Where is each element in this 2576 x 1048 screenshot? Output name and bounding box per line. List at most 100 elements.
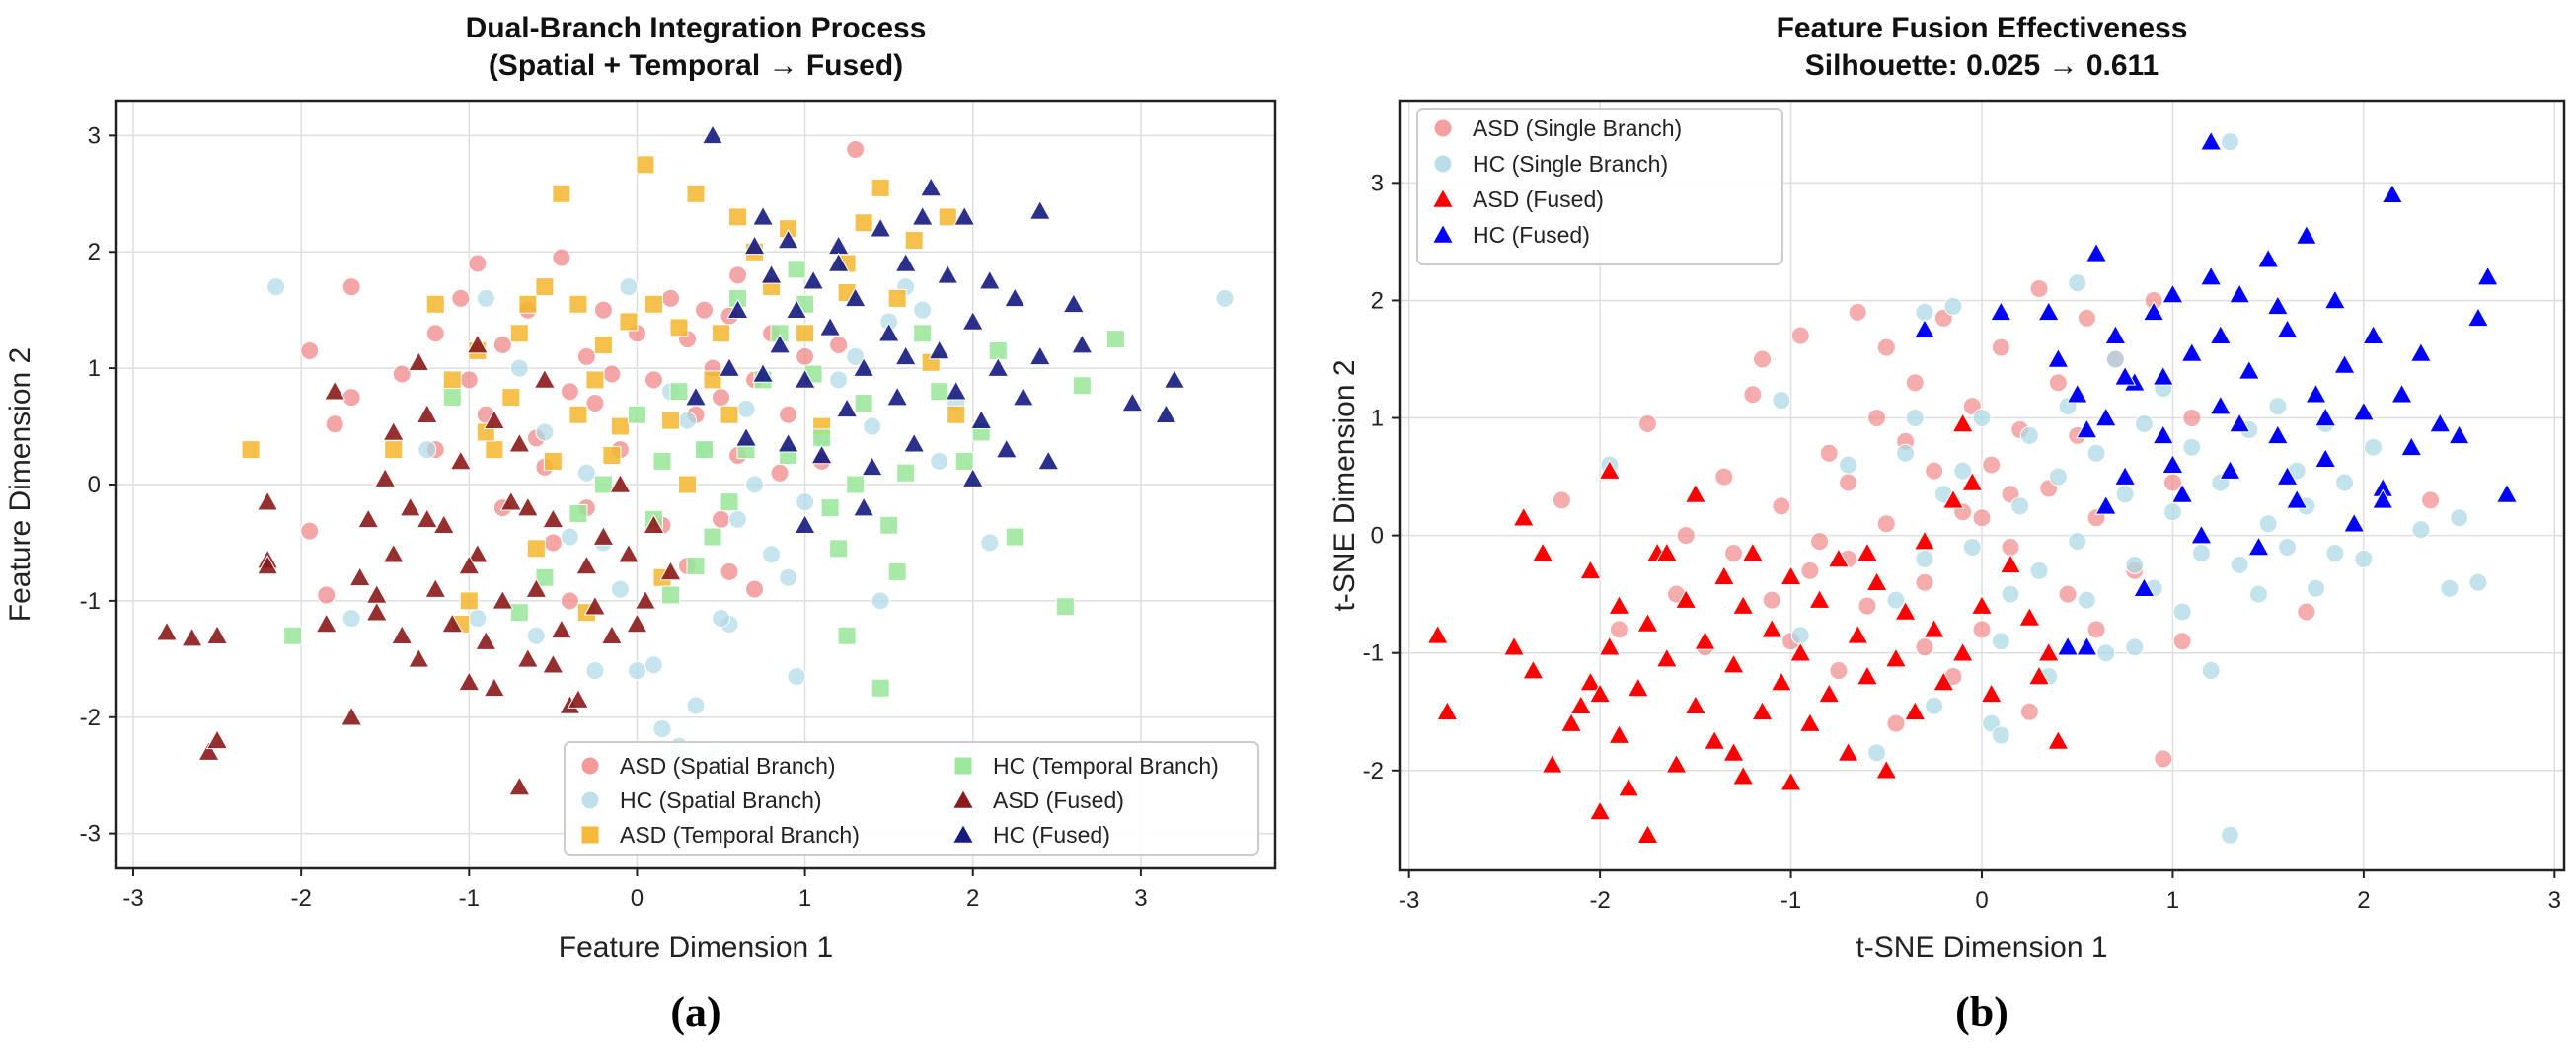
data-point <box>550 618 573 639</box>
data-point <box>567 688 590 709</box>
series-hc-fused <box>684 123 1186 535</box>
data-point <box>1426 624 1449 644</box>
data-point <box>2161 283 2184 304</box>
data-point <box>829 539 849 559</box>
data-point <box>2421 490 2441 510</box>
data-point <box>894 344 917 366</box>
data-point <box>1951 412 1974 433</box>
data-point <box>525 577 548 598</box>
data-point <box>1512 506 1535 527</box>
data-point <box>734 426 758 447</box>
data-point <box>987 356 1010 377</box>
data-point <box>1163 368 1186 389</box>
data-point <box>827 234 850 256</box>
data-point <box>1155 403 1177 424</box>
x-axis-label: Feature Dimension 1 <box>559 932 833 964</box>
data-point <box>468 609 488 629</box>
data-point <box>1753 349 1773 369</box>
data-point <box>2096 643 2116 663</box>
legend-marker <box>1431 223 1455 244</box>
data-point <box>600 624 624 645</box>
x-tick-label: -3 <box>122 885 143 912</box>
data-point <box>777 432 799 453</box>
data-point <box>560 591 579 611</box>
legend-marker <box>951 788 975 809</box>
data-point <box>509 324 529 343</box>
data-point <box>768 334 792 354</box>
data-point <box>1865 570 1888 592</box>
data-point <box>391 624 414 645</box>
legend-item-asd-single-branch: ASD (Single Branch) <box>1433 115 1682 141</box>
legend-item-hc-temporal-branch: HC (Temporal Branch) <box>953 753 1219 779</box>
data-point <box>432 513 455 535</box>
data-point <box>2125 637 2145 657</box>
data-point <box>1579 671 1602 692</box>
data-point <box>205 728 229 750</box>
data-point <box>2047 729 2070 750</box>
data-point <box>820 498 840 518</box>
data-point <box>2027 665 2051 686</box>
data-point <box>2161 453 2184 474</box>
data-point <box>1598 636 1621 656</box>
x-tick-label: -2 <box>290 885 311 912</box>
data-point <box>829 370 849 390</box>
data-point <box>1004 287 1026 308</box>
data-point <box>1105 330 1125 349</box>
data-point <box>2230 555 2249 574</box>
data-point <box>2076 636 2098 656</box>
data-point <box>995 438 1018 459</box>
data-point <box>568 503 588 523</box>
y-tick-label: 2 <box>88 239 101 265</box>
data-point <box>2191 543 2211 562</box>
data-point <box>1012 386 1034 407</box>
panel-a: -3 -2 -1 0 1 2 3 -3 -2 -1 0 1 2 3 Dual-Branch Integrat… <box>4 12 1277 1036</box>
data-point <box>602 446 622 466</box>
data-point <box>325 414 344 434</box>
data-point <box>485 440 504 460</box>
data-point <box>762 545 782 564</box>
data-point <box>1808 588 1831 609</box>
data-point <box>787 667 806 686</box>
data-point <box>634 589 657 610</box>
data-point <box>1932 671 1955 692</box>
data-point <box>2134 413 2154 433</box>
data-point <box>374 467 397 487</box>
data-point <box>852 356 875 377</box>
data-point <box>751 362 775 383</box>
legend-label: HC (Temporal Branch) <box>993 753 1219 779</box>
data-point <box>1743 385 1763 405</box>
data-point <box>904 230 924 250</box>
data-point <box>2381 183 2404 204</box>
data-point <box>300 340 320 360</box>
data-point <box>626 613 648 634</box>
data-point <box>1694 630 1716 650</box>
data-point <box>701 123 724 145</box>
data-point <box>796 324 815 343</box>
data-point <box>1913 530 1936 551</box>
data-point <box>1856 542 1879 562</box>
data-point <box>2266 424 2290 445</box>
data-point <box>2125 555 2145 574</box>
data-point <box>852 496 875 517</box>
x-tick-label: 2 <box>966 885 979 912</box>
data-point <box>644 655 663 675</box>
data-point <box>2468 572 2488 592</box>
data-point <box>846 346 866 366</box>
legend-label: ASD (Temporal Branch) <box>620 822 860 848</box>
data-point <box>2154 749 2173 769</box>
data-point <box>871 678 890 698</box>
data-point <box>1896 443 1916 463</box>
data-point <box>2285 488 2309 509</box>
data-point <box>2170 483 2194 503</box>
data-point <box>1839 473 1858 492</box>
series-asd-spatial-branch <box>300 140 866 611</box>
data-point <box>1722 653 1745 674</box>
data-point <box>1741 542 1765 562</box>
data-point <box>745 475 765 494</box>
data-point <box>1999 554 2022 574</box>
data-point <box>2228 283 2251 304</box>
legend-marker <box>580 756 600 776</box>
data-point <box>1915 637 1934 657</box>
data-point <box>861 455 883 477</box>
